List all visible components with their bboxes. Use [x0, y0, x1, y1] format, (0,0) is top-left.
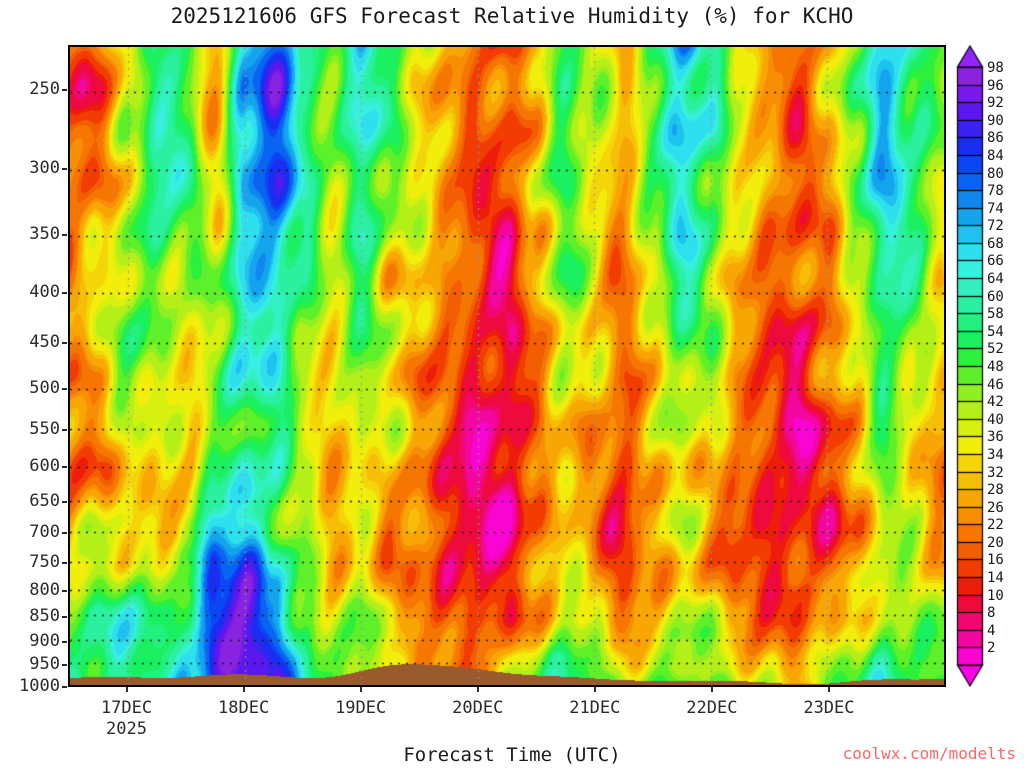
x-axis-title: Forecast Time (UTC) [403, 744, 621, 766]
y-axis-tick-label: 550 [29, 418, 60, 439]
y-axis-tick-label: 450 [29, 332, 60, 353]
colorbar-tick-label: 16 [987, 552, 1004, 569]
x-axis-tick-mark [827, 687, 830, 692]
colorbar-tick-label: 40 [987, 411, 1004, 428]
y-axis-tick-mark [62, 234, 67, 237]
colorbar-tick-label: 14 [987, 570, 1004, 587]
colorbar-tick-label: 92 [987, 95, 1004, 112]
y-axis-tick-mark [62, 663, 67, 666]
y-axis-tick-mark [62, 532, 67, 535]
page-title: 2025121606 GFS Forecast Relative Humidit… [170, 4, 854, 28]
y-axis-tick-label: 950 [29, 653, 60, 674]
x-axis-tick-label: 23DEC [803, 698, 855, 718]
x-axis-tick-label: 18DEC [218, 698, 270, 718]
y-axis-tick-label: 350 [29, 224, 60, 245]
y-axis-tick-mark [62, 428, 67, 431]
y-axis-tick-mark [62, 89, 67, 92]
y-axis-tick-label: 250 [29, 79, 60, 100]
y-axis-tick-mark [62, 616, 67, 619]
y-axis-tick-label: 400 [29, 281, 60, 302]
colorbar-tick-label: 8 [987, 605, 996, 622]
colorbar-tick-label: 32 [987, 464, 1004, 481]
colorbar-tick-label: 78 [987, 183, 1004, 200]
x-axis-tick-mark [359, 687, 362, 692]
colorbar-tick-label: 46 [987, 376, 1004, 393]
colorbar-tick-label: 34 [987, 446, 1004, 463]
colorbar-tick-label: 84 [987, 147, 1004, 164]
colorbar-tick-label: 96 [987, 77, 1004, 94]
colorbar-tick-label: 98 [987, 60, 1004, 76]
y-axis-tick-label: 750 [29, 552, 60, 573]
y-axis-tick-label: 300 [29, 157, 60, 178]
colorbar-tick-label: 60 [987, 288, 1004, 305]
colorbar-tick-label: 68 [987, 235, 1004, 252]
y-axis-tick-label: 700 [29, 522, 60, 543]
colorbar-tick-label: 28 [987, 482, 1004, 499]
y-axis-tick-label: 1000 [19, 676, 60, 696]
y-axis-tick-mark [62, 500, 67, 503]
y-axis-tick-mark [62, 291, 67, 294]
colorbar-tick-label: 80 [987, 165, 1004, 182]
x-axis-tick-label: 19DEC [335, 698, 387, 718]
y-axis-tick-label: 500 [29, 377, 60, 398]
y-axis-tick-mark [62, 686, 67, 688]
colorbar-tick-label: 10 [987, 587, 1004, 604]
colorbar-legend: 98 96 92 90 86 84 80 78 74 72 68 66 64 60 58 54 52 48 46 42… [955, 45, 1024, 687]
y-axis-tick-mark [62, 342, 67, 345]
colorbar-tick-label: 72 [987, 218, 1004, 235]
colorbar-tick-label: 2 [987, 640, 996, 657]
x-axis-tick-mark [593, 687, 596, 692]
x-axis-tick-label: 17DEC [100, 698, 153, 718]
x-axis-tick-mark [125, 687, 128, 692]
colorbar-tick-label: 64 [987, 271, 1004, 288]
y-axis-tick-mark [62, 562, 67, 565]
x-axis-year-label: 2025 [106, 719, 148, 739]
plot-area [68, 45, 946, 687]
y-axis-tick-mark [62, 167, 67, 170]
colorbar-tick-label: 86 [987, 130, 1004, 147]
x-axis-tick-label: 20DEC [452, 698, 504, 718]
y-axis-tick-label: 650 [29, 490, 60, 511]
y-axis-tick-label: 600 [29, 456, 60, 477]
y-axis-tick-label: 800 [29, 579, 60, 600]
colorbar-tick-label: 90 [987, 112, 1004, 129]
colorbar-tick-label: 4 [987, 622, 996, 639]
colorbar-canvas [955, 45, 985, 687]
colorbar-tick-label: 54 [987, 323, 1004, 340]
colorbar-tick-label: 48 [987, 359, 1004, 375]
y-axis-tick-mark [62, 589, 67, 592]
colorbar-tick-label: 26 [987, 499, 1004, 516]
y-axis-tick-mark [62, 466, 67, 469]
x-axis-tick-mark [710, 687, 713, 692]
colorbar-tick-label: 36 [987, 429, 1004, 446]
watermark: coolwx.com/modelts [842, 744, 1016, 763]
x-axis-tick-label: 21DEC [569, 698, 621, 718]
humidity-heatmap-canvas [70, 47, 944, 685]
colorbar-tick-label: 22 [987, 517, 1004, 534]
colorbar-tick-label: 20 [987, 534, 1004, 551]
y-axis-tick-label: 900 [29, 630, 60, 651]
colorbar-tick-label: 42 [987, 394, 1004, 411]
x-axis-tick-mark [476, 687, 479, 692]
y-axis-tick-mark [62, 640, 67, 643]
y-axis-tick-mark [62, 387, 67, 390]
y-axis-tick-label: 850 [29, 606, 60, 627]
x-axis-tick-mark [242, 687, 245, 692]
colorbar-tick-label: 58 [987, 306, 1004, 323]
colorbar-tick-label: 52 [987, 341, 1004, 358]
x-axis-tick-label: 22DEC [686, 698, 738, 718]
colorbar-tick-label: 66 [987, 253, 1004, 270]
colorbar-tick-label: 74 [987, 200, 1004, 217]
